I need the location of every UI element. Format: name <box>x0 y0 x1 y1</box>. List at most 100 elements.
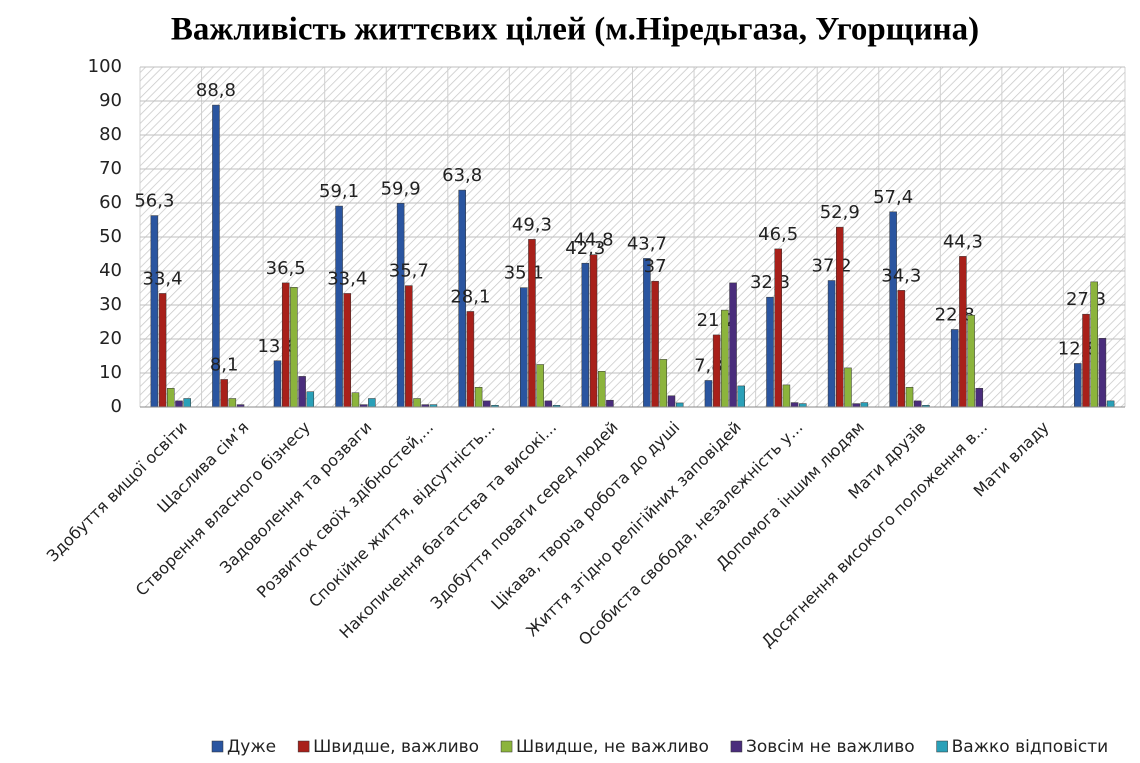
bar <box>351 392 360 408</box>
data-label: 43,7 <box>627 233 667 254</box>
bar <box>306 391 315 408</box>
bar <box>712 334 721 408</box>
data-label: 59,9 <box>381 178 421 199</box>
chart-title: Важливість життєвих цілей (м.Ніредьгаза,… <box>171 12 979 48</box>
bar <box>704 380 713 408</box>
bar <box>175 400 183 408</box>
bar <box>343 293 352 408</box>
data-label: 37 <box>644 256 667 277</box>
bar <box>889 211 897 408</box>
data-label: 57,4 <box>873 187 913 208</box>
y-tick-label: 40 <box>99 260 122 281</box>
bar <box>852 403 860 408</box>
bar <box>967 314 975 408</box>
data-label: 49,3 <box>512 214 552 235</box>
bar <box>544 400 553 408</box>
bar <box>659 359 668 408</box>
bar <box>782 384 791 408</box>
y-tick-label: 80 <box>99 124 122 145</box>
bar <box>1098 338 1107 408</box>
data-label: 28,1 <box>450 286 490 307</box>
legend-label: Зовсім не важливо <box>746 737 915 757</box>
bar <box>860 402 869 408</box>
bar <box>774 248 782 408</box>
y-tick-label: 50 <box>99 226 122 247</box>
data-label: 8,1 <box>210 354 239 375</box>
bar <box>528 239 536 408</box>
bar <box>675 402 684 408</box>
bar <box>737 385 745 408</box>
data-label: 33,4 <box>143 268 183 289</box>
y-tick-label: 100 <box>88 56 122 77</box>
bar <box>667 395 676 408</box>
bar <box>273 360 282 408</box>
legend-swatch <box>730 740 743 753</box>
data-label: 88,8 <box>196 80 236 101</box>
data-label: 27,3 <box>1066 289 1106 310</box>
data-label: 44,3 <box>943 231 983 252</box>
bar <box>290 287 298 408</box>
bar <box>1082 313 1090 408</box>
y-tick-label: 0 <box>111 396 122 417</box>
data-label: 46,5 <box>758 224 798 245</box>
legend-label: Швидше, важливо <box>313 737 479 757</box>
bar <box>405 285 413 408</box>
bar <box>1090 281 1098 408</box>
x-tick-label: Особиста свобода, незалежність у... <box>575 418 807 650</box>
bar <box>721 309 729 408</box>
bar <box>827 280 836 408</box>
data-label: 34,3 <box>881 265 921 286</box>
y-tick-label: 20 <box>99 328 122 349</box>
bar <box>520 287 528 408</box>
bar <box>1106 400 1115 408</box>
bar <box>790 402 799 408</box>
y-tick-label: 10 <box>99 362 122 383</box>
bar <box>766 296 774 408</box>
bar <box>183 398 191 408</box>
x-tick-label: Життя згідно релігійних заповідей <box>522 418 745 641</box>
bar <box>729 282 737 408</box>
bar <box>905 387 914 408</box>
data-label: 63,8 <box>442 165 482 186</box>
bar <box>897 290 906 408</box>
bar <box>368 398 376 408</box>
bar <box>167 388 175 408</box>
legend-swatch <box>936 740 948 753</box>
bar <box>959 256 967 408</box>
bar <box>950 329 959 408</box>
data-label: 33,4 <box>327 268 367 289</box>
bar <box>606 399 614 408</box>
y-tick-label: 70 <box>99 158 122 179</box>
y-tick-label: 90 <box>99 90 122 111</box>
data-label: 36,5 <box>266 258 306 279</box>
bar <box>913 400 922 408</box>
legend-label: Швидше, не важливо <box>516 737 709 757</box>
bar <box>150 215 159 408</box>
bar <box>643 258 651 408</box>
bar <box>536 364 544 408</box>
bar <box>158 293 167 408</box>
data-label: 59,1 <box>319 181 359 202</box>
bar <box>396 203 405 408</box>
legend-swatch <box>500 740 513 753</box>
bar <box>651 280 659 408</box>
legend-label: Дуже <box>227 737 276 757</box>
data-label: 35,7 <box>389 261 429 282</box>
bar <box>228 398 237 408</box>
data-label: 42,3 <box>565 238 605 259</box>
y-tick-label: 30 <box>99 294 122 315</box>
bar <box>844 367 852 408</box>
data-label: 35,1 <box>504 263 544 284</box>
x-tick-label: Накопичення багатства та високі... <box>336 418 561 643</box>
bar <box>298 376 306 408</box>
data-label: 37,2 <box>812 256 852 277</box>
legend-swatch <box>211 740 224 753</box>
bar <box>474 387 483 408</box>
bar <box>799 403 807 408</box>
data-label: 44,8 <box>573 230 613 251</box>
legend-label: Важко відповісти <box>952 737 1109 757</box>
x-tick-label: Досягнення високого положення в... <box>758 418 991 651</box>
data-label: 56,3 <box>134 191 174 212</box>
data-label: 52,9 <box>820 202 860 223</box>
